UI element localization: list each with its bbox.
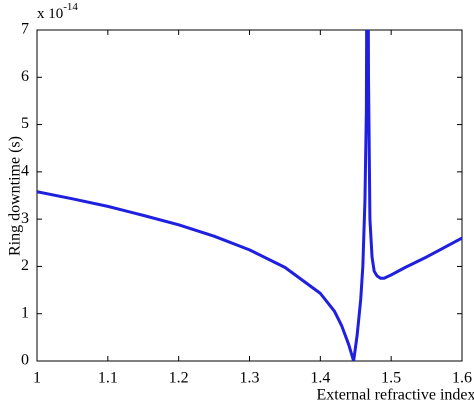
x-tick-label: 1.5: [381, 370, 401, 387]
axes-box: [36, 29, 463, 362]
y-tick-label: 2: [21, 257, 29, 274]
x-tick-label: 1.1: [98, 370, 118, 387]
x-axis-label: External refractive index: [316, 387, 474, 402]
x-tick-label: 1: [33, 370, 41, 387]
y-multiplier-exponent: -14: [63, 1, 78, 13]
y-multiplier-base: x 10: [37, 6, 63, 22]
y-tick-label: 3: [21, 210, 29, 227]
y-tick-label: 4: [21, 163, 29, 180]
x-tick-label: 1.2: [169, 370, 189, 387]
y-tick-label: 7: [21, 21, 29, 38]
y-tick-label: 5: [21, 115, 29, 132]
x-tick-label: 1.3: [240, 370, 260, 387]
y-multiplier: x 10-14: [37, 1, 78, 22]
data-line: [37, 30, 462, 361]
y-tick-label: 1: [21, 304, 29, 321]
y-tick-label: 6: [21, 68, 29, 85]
x-tick-label: 1.4: [310, 370, 330, 387]
x-tick-label: 1.6: [452, 370, 472, 387]
y-axis-label: Ring downtime (s): [7, 136, 24, 256]
y-tick-label: 0: [21, 352, 29, 369]
